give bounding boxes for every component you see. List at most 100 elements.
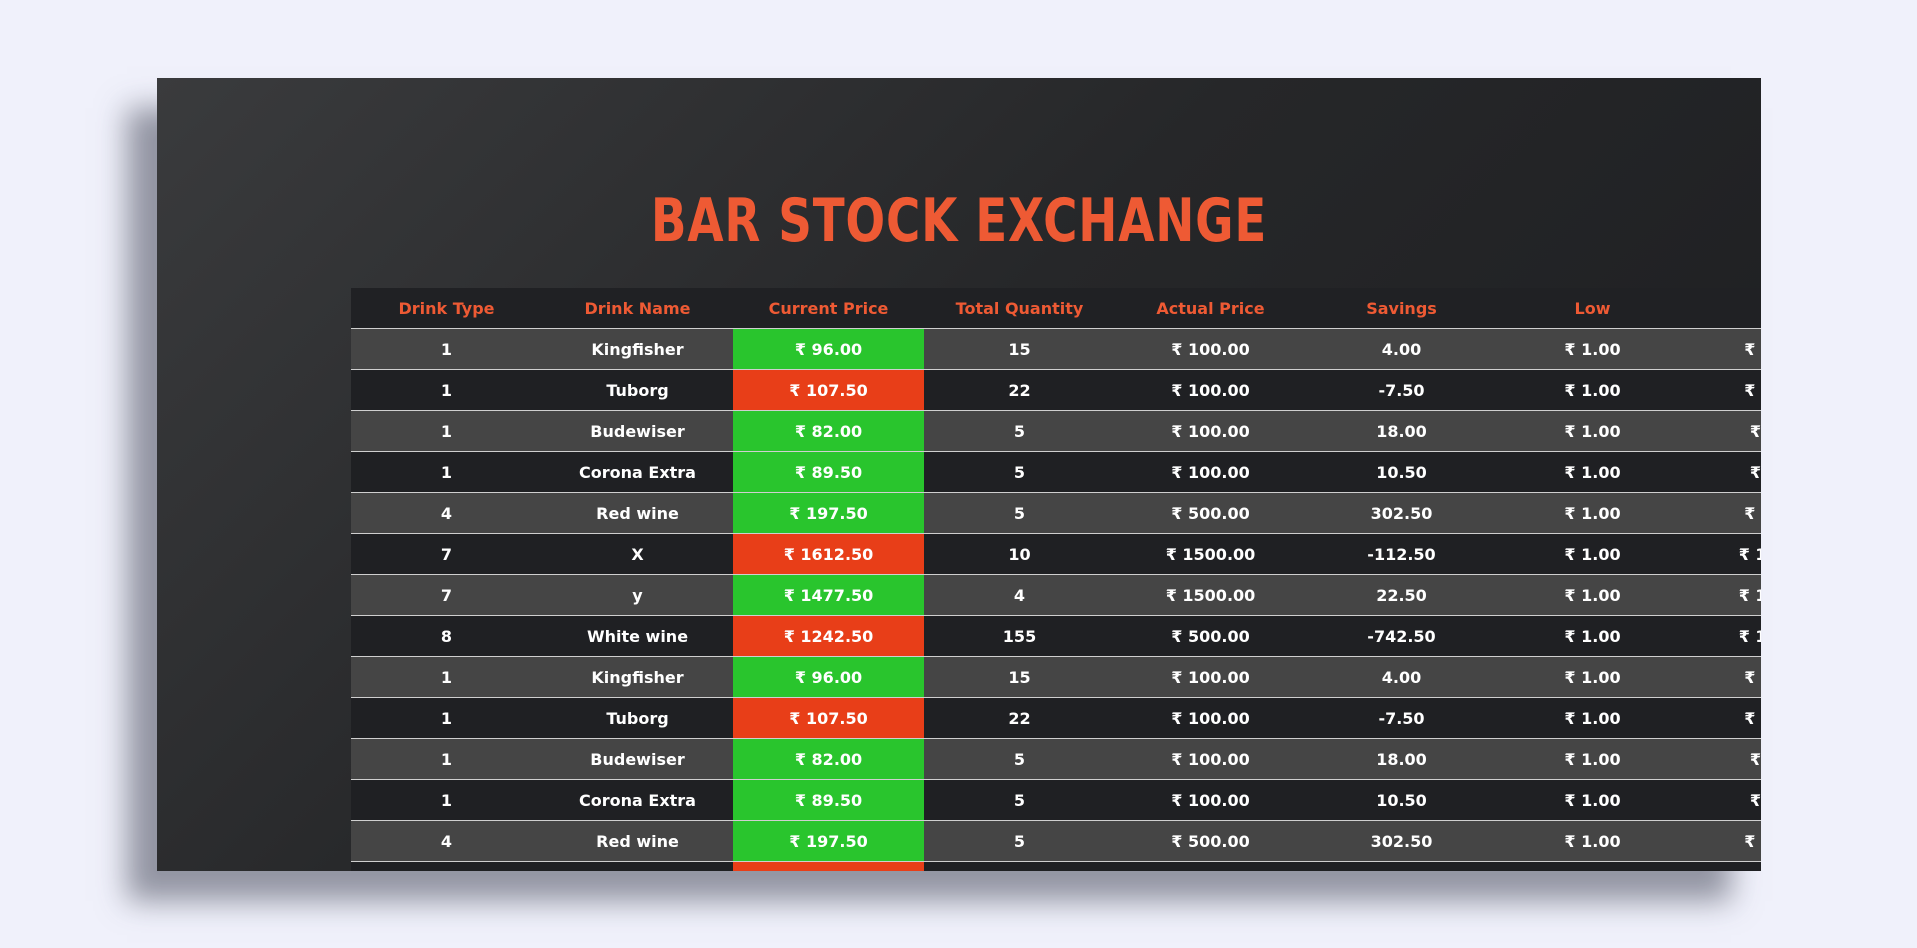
cell-high: ₹ 1612.50	[1688, 533, 1761, 575]
cell-low: ₹ 1.00	[1497, 451, 1688, 493]
cell-drink-name: X	[542, 861, 733, 871]
cell-drink-name: Red wine	[542, 820, 733, 862]
cell-drink-type: 1	[351, 369, 542, 411]
cell-actual-price: ₹ 500.00	[1115, 820, 1306, 862]
cell-total-quantity: 4	[924, 574, 1115, 616]
cell-low: ₹ 1.00	[1497, 615, 1688, 657]
cell-savings: -742.50	[1306, 615, 1497, 657]
cell-total-quantity: 10	[924, 861, 1115, 871]
cell-drink-name: Corona Extra	[542, 779, 733, 821]
page-title: BAR STOCK EXCHANGE	[650, 186, 1268, 256]
cell-current-price: ₹ 96.00	[733, 656, 924, 698]
cell-total-quantity: 5	[924, 492, 1115, 534]
column-header-savings: Savings	[1306, 288, 1497, 329]
cell-drink-type: 1	[351, 656, 542, 698]
cell-total-quantity: 5	[924, 820, 1115, 862]
cell-actual-price: ₹ 500.00	[1115, 492, 1306, 534]
cell-drink-name: Kingfisher	[542, 656, 733, 698]
cell-current-price: ₹ 82.00	[733, 738, 924, 780]
cell-drink-name: Budewiser	[542, 410, 733, 452]
table-row: 4 Red wine ₹ 197.50 5 ₹ 500.00 302.50 ₹ 1.00 ₹ …	[351, 820, 1761, 862]
column-header-high: High	[1688, 288, 1761, 329]
cell-low: ₹ 1.00	[1497, 738, 1688, 780]
cell-total-quantity: 5	[924, 410, 1115, 452]
cell-high: ₹ 1612.50	[1688, 861, 1761, 871]
price-table-scroll[interactable]: Drink Type Drink Name Current Price Tota…	[351, 288, 1761, 871]
table-row: 8 White wine ₹ 1242.50 155 ₹ 500.00 -742.50 ₹ …	[351, 615, 1761, 657]
cell-total-quantity: 5	[924, 779, 1115, 821]
cell-actual-price: ₹ 100.00	[1115, 410, 1306, 452]
cell-total-quantity: 5	[924, 451, 1115, 493]
table-row: 1 Corona Extra ₹ 89.50 5 ₹ 100.00 10.50 ₹ 1.00…	[351, 451, 1761, 493]
exchange-panel: BAR STOCK EXCHANGE Drink Type Drink Name…	[157, 78, 1761, 871]
cell-drink-type: 8	[351, 615, 542, 657]
cell-drink-type: 7	[351, 574, 542, 616]
cell-savings: 22.50	[1306, 574, 1497, 616]
cell-current-price: ₹ 107.50	[733, 697, 924, 739]
cell-low: ₹ 1.00	[1497, 410, 1688, 452]
cell-high: ₹ 1242.50	[1688, 615, 1761, 657]
cell-total-quantity: 155	[924, 615, 1115, 657]
cell-drink-type: 1	[351, 779, 542, 821]
cell-total-quantity: 22	[924, 697, 1115, 739]
cell-current-price: ₹ 1612.50	[733, 861, 924, 871]
cell-savings: 10.50	[1306, 451, 1497, 493]
cell-total-quantity: 5	[924, 738, 1115, 780]
cell-low: ₹ 1.00	[1497, 369, 1688, 411]
cell-savings: 4.00	[1306, 656, 1497, 698]
column-header-actual-price: Actual Price	[1115, 288, 1306, 329]
cell-total-quantity: 15	[924, 328, 1115, 370]
table-header-row: Drink Type Drink Name Current Price Tota…	[351, 288, 1761, 329]
column-header-current-price: Current Price	[733, 288, 924, 329]
cell-drink-type: 1	[351, 738, 542, 780]
cell-low: ₹ 1.00	[1497, 492, 1688, 534]
cell-current-price: ₹ 1242.50	[733, 615, 924, 657]
cell-savings: 18.00	[1306, 410, 1497, 452]
cell-actual-price: ₹ 100.00	[1115, 328, 1306, 370]
cell-drink-type: 1	[351, 697, 542, 739]
cell-actual-price: ₹ 1500.00	[1115, 574, 1306, 616]
cell-high: ₹ 82.00	[1688, 410, 1761, 452]
cell-actual-price: ₹ 500.00	[1115, 615, 1306, 657]
table-row: 1 Corona Extra ₹ 89.50 5 ₹ 100.00 10.50 ₹ 1.00…	[351, 779, 1761, 821]
cell-high: ₹ 82.00	[1688, 738, 1761, 780]
cell-drink-name: X	[542, 533, 733, 575]
cell-high: ₹ 102.50	[1688, 656, 1761, 698]
cell-drink-type: 1	[351, 451, 542, 493]
cell-drink-name: Red wine	[542, 492, 733, 534]
cell-high: ₹ 1500.00	[1688, 574, 1761, 616]
cell-current-price: ₹ 1477.50	[733, 574, 924, 616]
table-row: 4 Red wine ₹ 197.50 5 ₹ 500.00 302.50 ₹ 1.00 ₹ …	[351, 492, 1761, 534]
cell-actual-price: ₹ 100.00	[1115, 738, 1306, 780]
price-table: Drink Type Drink Name Current Price Tota…	[351, 288, 1761, 871]
cell-low: ₹ 1.00	[1497, 533, 1688, 575]
cell-high: ₹ 197.50	[1688, 820, 1761, 862]
cell-savings: -7.50	[1306, 369, 1497, 411]
cell-low: ₹ 1.00	[1497, 820, 1688, 862]
cell-drink-type: 4	[351, 820, 542, 862]
cell-high: ₹ 197.50	[1688, 492, 1761, 534]
cell-high: ₹ 114.00	[1688, 697, 1761, 739]
cell-actual-price: ₹ 1500.00	[1115, 861, 1306, 871]
cell-current-price: ₹ 96.00	[733, 328, 924, 370]
cell-drink-name: y	[542, 574, 733, 616]
cell-drink-name: White wine	[542, 615, 733, 657]
cell-low: ₹ 1.00	[1497, 861, 1688, 871]
cell-drink-name: Budewiser	[542, 738, 733, 780]
cell-savings: -112.50	[1306, 533, 1497, 575]
cell-total-quantity: 10	[924, 533, 1115, 575]
table-row: 1 Kingfisher ₹ 96.00 15 ₹ 100.00 4.00 ₹ 1.00 ₹ …	[351, 328, 1761, 370]
cell-low: ₹ 1.00	[1497, 574, 1688, 616]
cell-drink-type: 7	[351, 533, 542, 575]
cell-drink-type: 7	[351, 861, 542, 871]
cell-low: ₹ 1.00	[1497, 656, 1688, 698]
cell-high: ₹ 91.50	[1688, 779, 1761, 821]
cell-current-price: ₹ 197.50	[733, 820, 924, 862]
cell-total-quantity: 22	[924, 369, 1115, 411]
cell-current-price: ₹ 107.50	[733, 369, 924, 411]
table-row: 1 Kingfisher ₹ 96.00 15 ₹ 100.00 4.00 ₹ 1.00 ₹ …	[351, 656, 1761, 698]
cell-actual-price: ₹ 100.00	[1115, 779, 1306, 821]
